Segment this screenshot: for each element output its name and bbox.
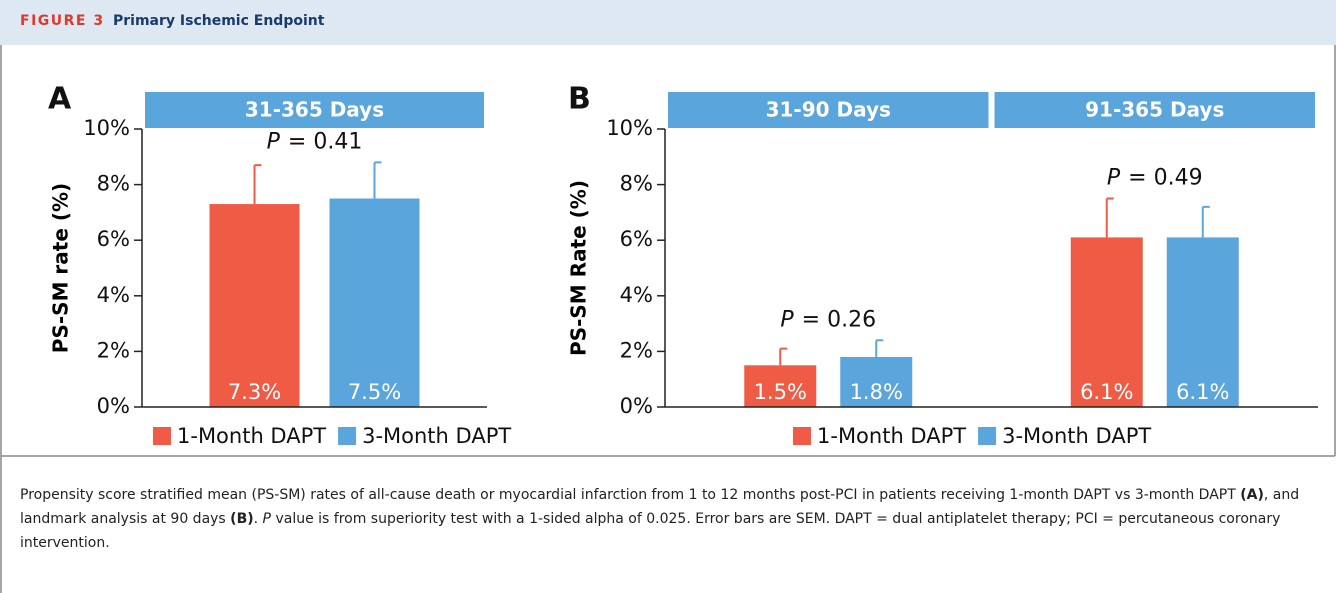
panel-label: B bbox=[568, 82, 591, 117]
legend-swatch bbox=[978, 427, 997, 445]
y-tick-label: 8% bbox=[97, 172, 130, 196]
value-label: 1.5% bbox=[754, 380, 807, 404]
y-axis-label: PS-SM rate (%) bbox=[49, 183, 73, 353]
legend-swatch bbox=[793, 427, 811, 445]
legend-swatch bbox=[153, 427, 171, 445]
bar bbox=[209, 204, 300, 407]
y-tick-label: 10% bbox=[83, 116, 130, 140]
legend-label: 1-Month DAPT bbox=[177, 424, 326, 448]
facet-label: 31-90 Days bbox=[766, 98, 891, 122]
facet-label: 31-365 Days bbox=[245, 98, 384, 122]
bar bbox=[1166, 237, 1239, 407]
y-tick-label: 10% bbox=[606, 116, 653, 140]
y-tick-label: 0% bbox=[620, 394, 653, 418]
y-tick-label: 6% bbox=[620, 227, 653, 251]
y-tick-label: 4% bbox=[97, 283, 130, 307]
caption-part: Propensity score stratified mean (PS-SM)… bbox=[20, 487, 1241, 503]
legend-swatch bbox=[338, 427, 357, 445]
caption-part: (A) bbox=[1240, 487, 1264, 503]
p-value: P = 0.41 bbox=[267, 129, 363, 154]
y-tick-label: 0% bbox=[97, 394, 130, 418]
facet-band bbox=[668, 92, 989, 128]
value-label: 7.5% bbox=[348, 380, 401, 404]
p-value: P = 0.26 bbox=[780, 307, 876, 332]
p-symbol: P bbox=[1107, 166, 1121, 191]
y-tick-label: 8% bbox=[620, 172, 653, 196]
caption-part: , and landmark analysis at 90 days bbox=[20, 487, 1300, 527]
p-text: = 0.49 bbox=[1128, 166, 1202, 191]
bar bbox=[329, 198, 420, 407]
p-value: P = 0.49 bbox=[1107, 166, 1203, 191]
value-label: 6.1% bbox=[1080, 380, 1133, 404]
legend-label: 3-Month DAPT bbox=[362, 424, 511, 448]
caption-part: P bbox=[262, 511, 271, 527]
caption-part: (B) bbox=[230, 511, 254, 527]
p-symbol: P bbox=[780, 307, 794, 332]
value-label: 1.8% bbox=[850, 380, 903, 404]
legend-label: 1-Month DAPT bbox=[817, 424, 966, 448]
figure-header: FIGURE 3 Primary Ischemic Endpoint bbox=[0, 0, 1336, 45]
y-tick-label: 2% bbox=[97, 338, 130, 362]
p-text: = 0.41 bbox=[288, 129, 362, 154]
y-tick-label: 2% bbox=[620, 338, 653, 362]
bar bbox=[1070, 237, 1143, 407]
facet-label: 91-365 Days bbox=[1085, 98, 1224, 122]
value-label: 7.3% bbox=[228, 380, 281, 404]
y-tick-label: 4% bbox=[620, 283, 653, 307]
panel-label: A bbox=[48, 82, 72, 117]
y-axis-label: PS-SM Rate (%) bbox=[567, 180, 591, 356]
bar bbox=[744, 365, 817, 407]
facet-band bbox=[145, 92, 484, 128]
facet-band bbox=[994, 92, 1315, 128]
figure-title: Primary Ischemic Endpoint bbox=[113, 13, 325, 29]
figure-label: FIGURE 3 bbox=[20, 13, 105, 29]
y-tick-label: 6% bbox=[97, 227, 130, 251]
bar bbox=[840, 356, 913, 407]
p-symbol: P bbox=[267, 129, 281, 154]
p-text: = 0.26 bbox=[802, 307, 876, 332]
caption: Propensity score stratified mean (PS-SM)… bbox=[20, 483, 1310, 555]
caption-part: value is from superiority test with a 1-… bbox=[20, 511, 1281, 551]
caption-part: . bbox=[253, 511, 263, 527]
value-label: 6.1% bbox=[1176, 380, 1229, 404]
legend-label: 3-Month DAPT bbox=[1002, 424, 1151, 448]
